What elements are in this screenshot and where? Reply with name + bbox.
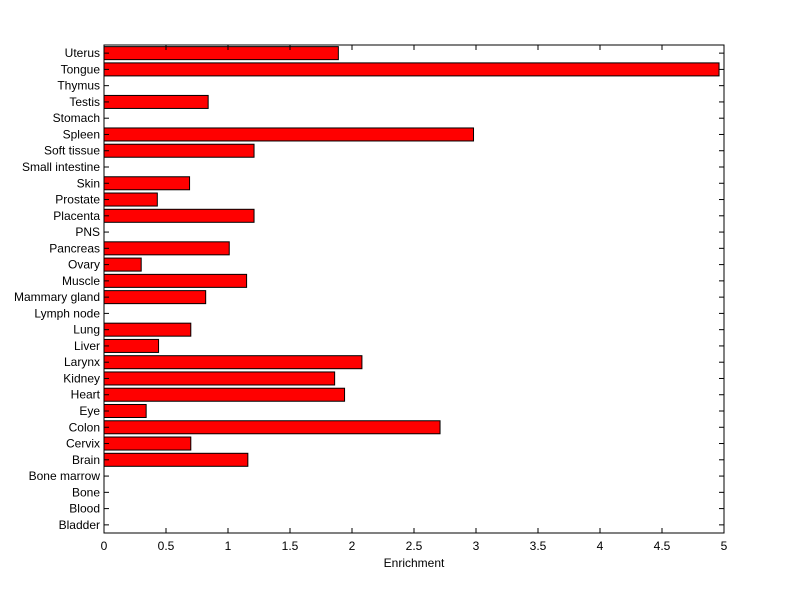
x-tick-label-4: 2: [349, 539, 356, 553]
bar-heart: [103, 387, 346, 402]
y-tick-label-pns: PNS: [75, 225, 100, 239]
x-tick-label-8: 4: [597, 539, 604, 553]
y-tick-label-blood: Blood: [69, 502, 100, 516]
bar-testis: [103, 94, 209, 109]
y-tick-label-heart: Heart: [71, 388, 101, 402]
y-tick-label-bone-marrow: Bone marrow: [29, 469, 101, 483]
y-tick-label-small-intestine: Small intestine: [22, 160, 100, 174]
x-tick-label-10: 5: [721, 539, 728, 553]
bar-ovary: [103, 257, 142, 272]
x-tick-label-1: 0.5: [158, 539, 175, 553]
y-tick-label-colon: Colon: [69, 420, 100, 434]
bar-lung: [103, 322, 192, 337]
y-tick-label-testis: Testis: [69, 95, 100, 109]
bar-brain: [103, 452, 249, 467]
y-tick-label-tongue: Tongue: [61, 62, 101, 76]
y-tick-label-placenta: Placenta: [53, 209, 100, 223]
x-tick-label-7: 3.5: [530, 539, 547, 553]
bar-colon: [103, 420, 441, 435]
y-tick-label-spleen: Spleen: [63, 127, 100, 141]
y-tick-label-bone: Bone: [72, 485, 100, 499]
bar-skin: [103, 176, 191, 191]
y-tick-label-prostate: Prostate: [55, 193, 100, 207]
y-tick-label-uterus: Uterus: [65, 46, 100, 60]
bar-soft-tissue: [103, 143, 255, 158]
plot-area-frame: [103, 44, 725, 534]
x-tick-label-5: 2.5: [406, 539, 423, 553]
y-tick-label-brain: Brain: [72, 453, 100, 467]
y-tick-label-lung: Lung: [73, 323, 100, 337]
y-tick-label-skin: Skin: [77, 176, 100, 190]
y-tick-label-ovary: Ovary: [68, 258, 100, 272]
bar-tongue: [103, 62, 720, 77]
x-axis-label: Enrichment: [384, 556, 445, 570]
y-tick-label-mammary-gland: Mammary gland: [14, 290, 100, 304]
bar-placenta: [103, 208, 255, 223]
y-tick-label-lymph-node: Lymph node: [34, 306, 100, 320]
y-tick-label-bladder: Bladder: [59, 518, 100, 532]
y-tick-label-larynx: Larynx: [64, 355, 100, 369]
bar-kidney: [103, 371, 336, 386]
y-tick-label-stomach: Stomach: [53, 111, 100, 125]
x-tick-label-6: 3: [473, 539, 480, 553]
y-tick-label-soft-tissue: Soft tissue: [44, 144, 100, 158]
y-tick-label-liver: Liver: [74, 339, 100, 353]
x-tick-label-2: 1: [225, 539, 232, 553]
y-tick-label-cervix: Cervix: [66, 437, 100, 451]
y-tick-label-thymus: Thymus: [57, 79, 100, 93]
bar-muscle: [103, 273, 248, 288]
bars-group: [103, 46, 720, 467]
y-tick-label-pancreas: Pancreas: [49, 241, 100, 255]
bar-liver: [103, 338, 160, 353]
x-tick-label-0: 0: [101, 539, 108, 553]
bar-spleen: [103, 127, 475, 142]
bar-pancreas: [103, 241, 230, 256]
y-tick-label-muscle: Muscle: [62, 274, 100, 288]
bar-cervix: [103, 436, 192, 451]
bar-eye: [103, 403, 147, 419]
y-tick-labels: Bladder Blood Bone Bone marrow Brain Cervix Co…: [14, 46, 101, 532]
y-tick-label-eye: Eye: [79, 404, 100, 418]
bar-prostate: [103, 192, 158, 207]
x-tick-label-9: 4.5: [654, 539, 671, 553]
x-tick-labels: 0 0.5 1 1.5 2 2.5 3 3.5 4 4.5 5: [101, 539, 728, 553]
x-tick-label-3: 1.5: [282, 539, 299, 553]
bar-larynx: [103, 355, 363, 370]
bar-uterus: [103, 46, 339, 61]
y-tick-label-kidney: Kidney: [63, 371, 100, 385]
bar-mammary-gland: [103, 290, 207, 305]
